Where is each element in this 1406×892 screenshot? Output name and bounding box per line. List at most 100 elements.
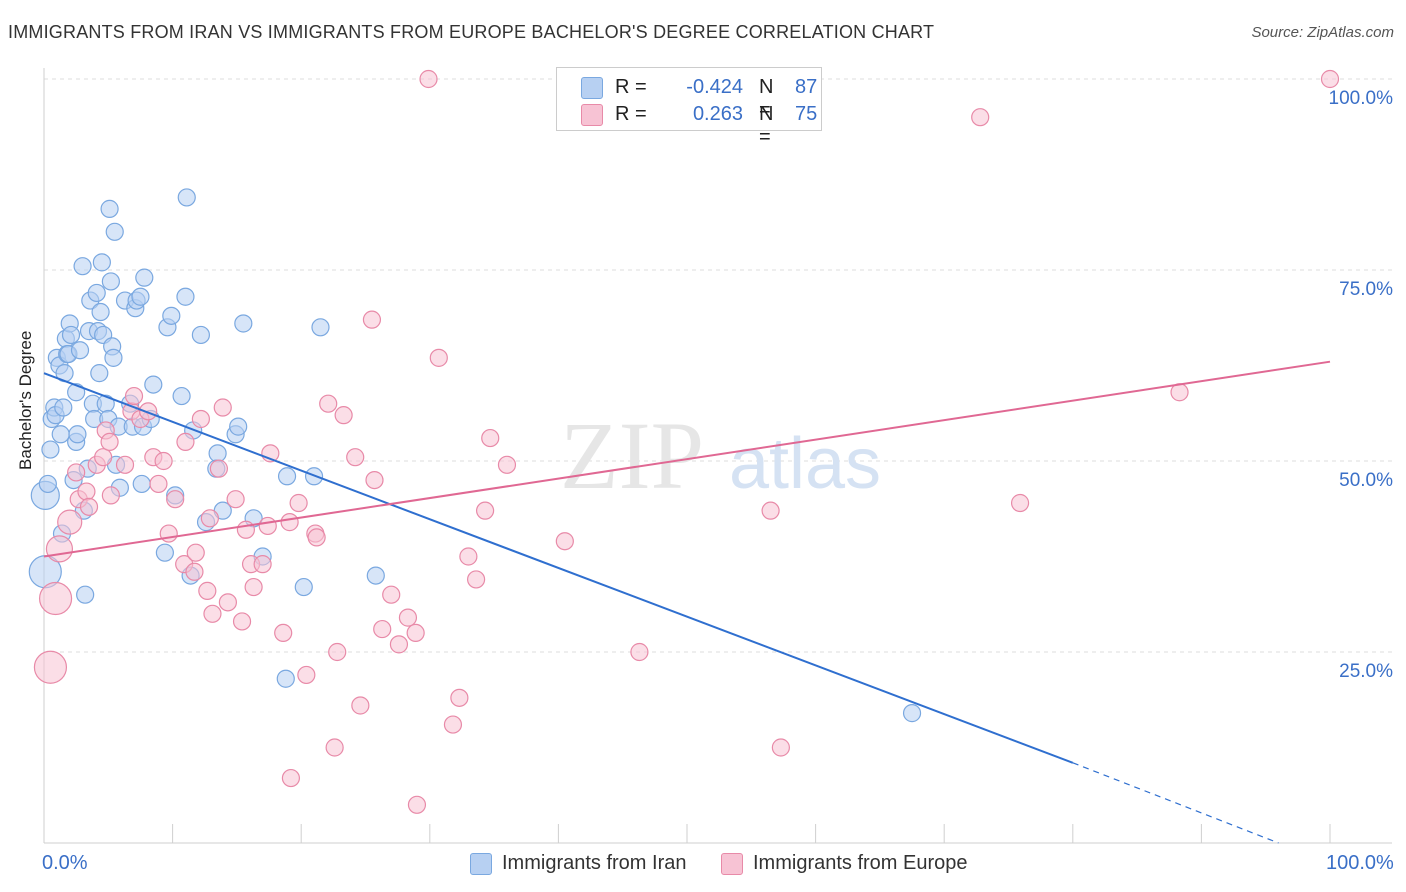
europe-point: [365, 471, 384, 490]
europe-point: [771, 738, 790, 757]
iran-point: [131, 287, 150, 306]
europe-point: [38, 581, 73, 616]
y-tick-label: 100.0%: [1329, 88, 1394, 109]
iran-point: [191, 325, 210, 345]
europe-point: [325, 738, 344, 757]
iran-point: [70, 341, 90, 360]
iran-point: [144, 375, 163, 394]
iran-point: [51, 425, 70, 444]
europe-point: [79, 497, 99, 516]
iran-point: [41, 440, 60, 459]
europe-point: [351, 696, 370, 715]
europe-point: [497, 455, 517, 474]
europe-point: [1320, 69, 1340, 89]
europe-point: [232, 612, 252, 631]
europe-point: [346, 448, 365, 467]
europe-point: [419, 69, 438, 89]
europe-point: [159, 524, 178, 543]
europe-point: [382, 585, 401, 604]
y-tick-label: 75.0%: [1339, 279, 1393, 300]
legend-r-label: R =: [615, 103, 647, 125]
iran-point: [276, 669, 295, 688]
trend-lines: [43, 360, 1331, 844]
series-iran-points: [28, 188, 922, 723]
legend-n-label: N =: [759, 103, 774, 148]
europe-point: [459, 547, 478, 566]
europe-point: [280, 513, 299, 532]
europe-point: [328, 642, 347, 662]
europe-point: [398, 608, 418, 627]
europe-point: [274, 623, 293, 643]
legend-n-label: N =: [759, 76, 774, 121]
europe-point: [475, 501, 495, 520]
iran-point: [68, 425, 87, 444]
iran-point: [277, 467, 297, 486]
iran-point: [135, 268, 154, 287]
iran-point: [76, 585, 95, 604]
europe-point: [209, 459, 228, 478]
iran-point: [294, 577, 313, 597]
iran-point: [100, 199, 119, 218]
europe-legend-swatch: [721, 853, 743, 875]
legend-r-value: -0.424: [686, 76, 743, 98]
europe-swatch: [581, 104, 603, 126]
europe-point: [406, 623, 425, 643]
iran-trend-line: [43, 372, 1074, 764]
europe-point: [33, 650, 68, 684]
series-europe-points: [33, 69, 1340, 814]
europe-point: [761, 501, 780, 520]
europe-point: [450, 688, 469, 707]
iran-point: [38, 474, 57, 494]
iran-point: [90, 364, 109, 383]
chart-title: IMMIGRANTS FROM IRAN VS IMMIGRANTS FROM …: [8, 22, 935, 42]
europe-point: [429, 348, 448, 367]
legend-r-value: 0.263: [692, 103, 743, 125]
x-tick-right: 100.0%: [1326, 852, 1394, 874]
iran-point: [73, 257, 92, 276]
europe-point: [200, 509, 219, 528]
europe-point: [258, 516, 277, 536]
iran-point: [172, 386, 191, 406]
iran-point: [311, 318, 330, 337]
axes: [43, 68, 1392, 844]
iran-point: [132, 474, 151, 494]
iran-point: [105, 222, 124, 241]
europe-point: [101, 486, 120, 505]
iran-point: [902, 704, 922, 723]
europe-point: [466, 570, 486, 589]
europe-point: [481, 428, 500, 448]
europe-point: [218, 593, 237, 612]
europe-point: [191, 409, 210, 429]
iran-point: [229, 417, 248, 436]
x-tick-left: 0.0%: [42, 852, 88, 874]
legend-r-label: R =: [615, 76, 647, 98]
europe-point: [373, 619, 392, 639]
y-axis-label: Bachelor's Degree: [16, 330, 35, 470]
europe-point: [1010, 493, 1030, 513]
europe-point: [289, 493, 308, 513]
europe-point: [213, 398, 232, 417]
europe-point: [185, 562, 204, 581]
europe-point: [77, 482, 96, 501]
source-credit: Source: ZipAtlas.com: [1251, 24, 1394, 41]
europe-point: [297, 665, 316, 685]
europe-point: [45, 535, 74, 563]
iran-point: [92, 253, 111, 272]
europe-point: [57, 509, 83, 535]
europe-point: [253, 555, 272, 574]
europe-point: [319, 394, 338, 413]
europe-point: [115, 455, 135, 474]
y-tick-labels: 25.0% 50.0% 75.0% 100.0%: [1329, 88, 1394, 682]
europe-point: [124, 386, 144, 406]
iran-trend-extension: [1072, 762, 1279, 844]
iran-point: [155, 543, 174, 562]
watermark: ZIP atlas: [560, 402, 881, 509]
europe-point: [154, 451, 173, 471]
iran-legend-swatch: [470, 853, 492, 875]
watermark-atlas: atlas: [729, 424, 881, 504]
europe-point: [407, 795, 427, 814]
europe-point: [166, 490, 185, 509]
europe-point: [971, 108, 990, 127]
watermark-zip: ZIP: [560, 402, 704, 509]
